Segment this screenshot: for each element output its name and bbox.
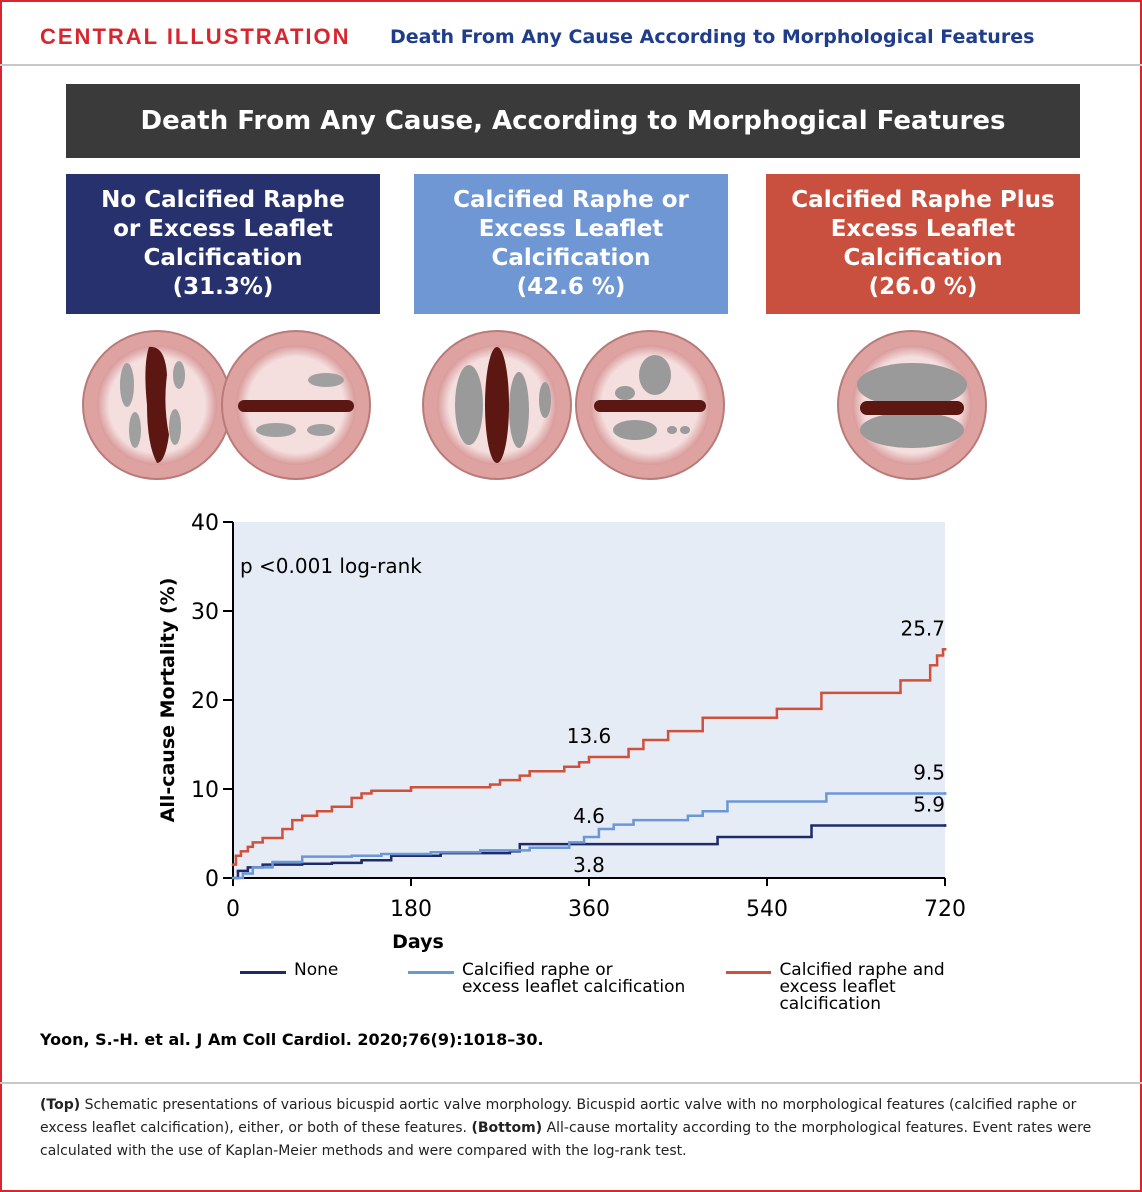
banner: Death From Any Cause, According to Morph… bbox=[66, 84, 1080, 158]
y-axis-label: All-cause Mortality (%) bbox=[157, 578, 179, 823]
legend-item: None bbox=[240, 962, 338, 979]
caption-lead: (Top) bbox=[40, 1097, 81, 1113]
x-tick-label: 720 bbox=[924, 897, 966, 922]
caption: (Top) Schematic presentations of various… bbox=[40, 1094, 1110, 1163]
y-tick-label: 30 bbox=[191, 600, 219, 625]
plot-background bbox=[233, 522, 945, 878]
divider bbox=[0, 64, 1142, 66]
group-label: Calcified Raphe or Excess Leaflet Calcif… bbox=[453, 187, 689, 271]
chart: p <0.001 log-rank Days All-cause Mortali… bbox=[157, 511, 966, 953]
x-tick-label: 360 bbox=[568, 897, 610, 922]
data-label: 25.7 bbox=[900, 616, 945, 640]
data-label: 3.8 bbox=[573, 853, 605, 877]
group-label: No Calcified Raphe or Excess Leaflet Cal… bbox=[101, 187, 345, 271]
y-tick-label: 20 bbox=[191, 689, 219, 714]
x-tick-label: 180 bbox=[390, 897, 432, 922]
legend-item: Calcified raphe and excess leaflet calci… bbox=[726, 962, 1000, 1013]
legend-item: Calcified raphe or excess leaflet calcif… bbox=[408, 962, 685, 996]
series bbox=[231, 792, 947, 880]
group-label: Calcified Raphe Plus Excess Leaflet Calc… bbox=[791, 187, 1055, 271]
valve-illustrations bbox=[82, 330, 987, 480]
group-percent: (31.3%) bbox=[172, 274, 274, 300]
y-tick-label: 40 bbox=[191, 511, 219, 536]
data-label: 5.9 bbox=[913, 792, 945, 816]
divider bbox=[0, 1082, 1142, 1084]
series bbox=[231, 648, 947, 866]
caption-text: Schematic presentations of various bicus… bbox=[40, 1097, 1077, 1136]
group-box: No Calcified Raphe or Excess Leaflet Cal… bbox=[66, 174, 380, 314]
data-label: 9.5 bbox=[913, 760, 945, 784]
header-title: Death From Any Cause According to Morpho… bbox=[390, 26, 1035, 48]
valve bbox=[221, 330, 371, 480]
legend-label: None bbox=[294, 960, 339, 980]
valve bbox=[82, 330, 232, 480]
group-percent: (26.0 %) bbox=[868, 274, 978, 300]
group-percent: (42.6 %) bbox=[516, 274, 626, 300]
valve bbox=[837, 330, 987, 480]
valve bbox=[575, 330, 725, 480]
legend-swatch bbox=[408, 971, 454, 974]
caption-text: All-cause mortality according to the mor… bbox=[40, 1120, 1092, 1159]
group-box: Calcified Raphe Plus Excess Leaflet Calc… bbox=[766, 174, 1080, 314]
data-label: 4.6 bbox=[573, 804, 605, 828]
x-tick-label: 0 bbox=[226, 897, 240, 922]
legend: None Calcified raphe or excess leaflet ca… bbox=[240, 962, 1000, 1013]
x-axis-label: Days bbox=[392, 931, 444, 953]
valve bbox=[422, 330, 572, 480]
legend-swatch bbox=[240, 971, 286, 974]
x-tick-label: 540 bbox=[746, 897, 788, 922]
y-tick-label: 10 bbox=[191, 778, 219, 803]
citation: Yoon, S.-H. et al. J Am Coll Cardiol. 20… bbox=[40, 1030, 544, 1049]
data-label: 13.6 bbox=[567, 724, 612, 748]
annotation: p <0.001 log-rank bbox=[240, 554, 422, 578]
caption-lead: (Bottom) bbox=[471, 1120, 543, 1136]
y-tick-label: 0 bbox=[205, 867, 219, 892]
group-box: Calcified Raphe or Excess Leaflet Calcif… bbox=[414, 174, 728, 314]
kicker: CENTRAL ILLUSTRATION bbox=[40, 24, 351, 49]
legend-label: Calcified raphe or excess leaflet calcif… bbox=[462, 960, 686, 997]
legend-label: Calcified raphe and excess leaflet calci… bbox=[779, 960, 945, 1014]
legend-swatch bbox=[726, 971, 772, 974]
